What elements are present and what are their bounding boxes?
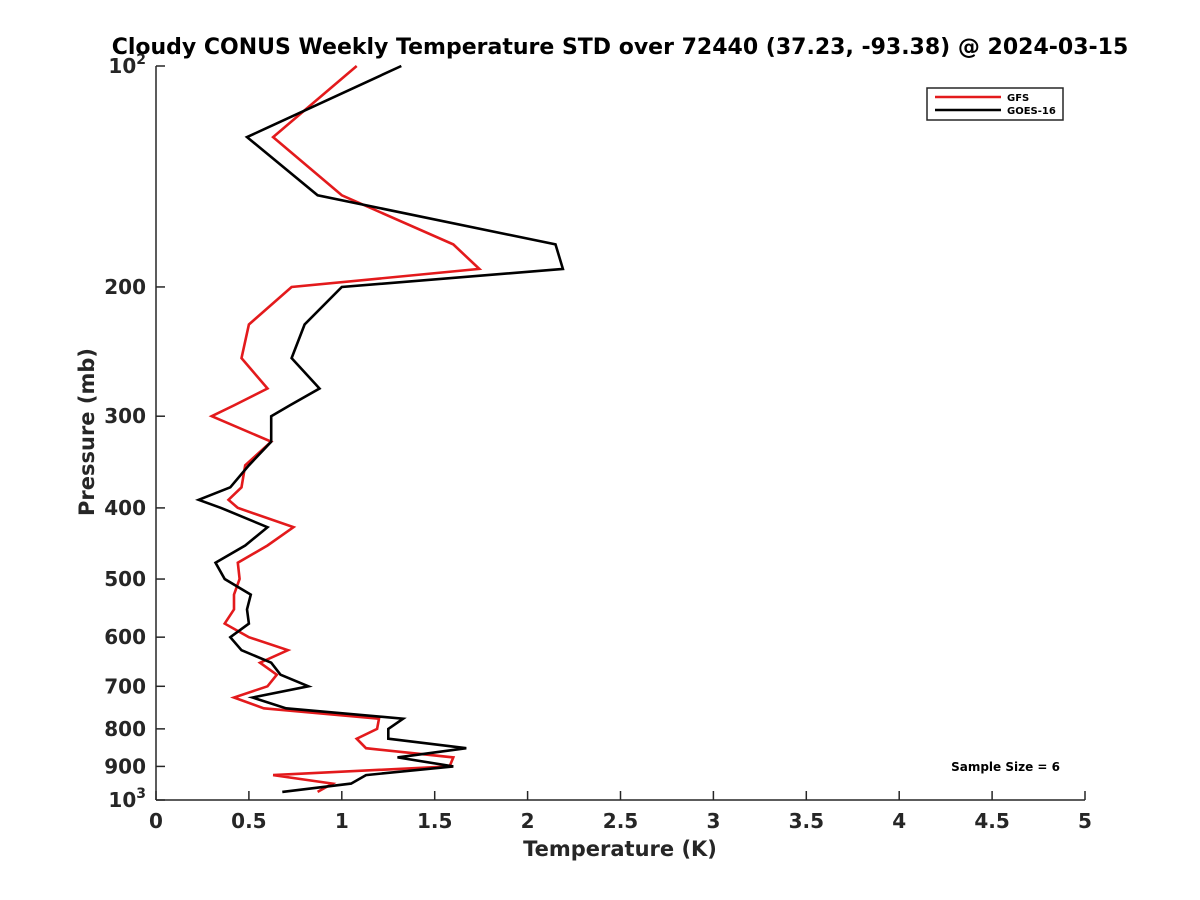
y-tick-base: 600 bbox=[104, 625, 146, 649]
y-axis-title: Pressure (mb) bbox=[75, 348, 99, 516]
series-line-goes-16 bbox=[195, 64, 565, 794]
y-tick-base: 10 bbox=[108, 788, 136, 812]
x-tick-label: 2.5 bbox=[603, 809, 638, 833]
legend-label-gfs: GFS bbox=[1007, 93, 1029, 104]
y-tick-base: 900 bbox=[104, 754, 146, 778]
x-tick-label: 2 bbox=[521, 809, 535, 833]
legend-box bbox=[926, 87, 1064, 121]
x-tick-label: 1.5 bbox=[417, 809, 452, 833]
y-tick-base: 500 bbox=[104, 567, 146, 591]
x-tick-label: 5 bbox=[1078, 809, 1092, 833]
x-axis-title: Temperature (K) bbox=[523, 837, 717, 861]
x-tick-label: 4 bbox=[892, 809, 906, 833]
y-tick-label: 700 bbox=[104, 674, 146, 698]
y-tick-label: 200 bbox=[104, 275, 146, 299]
plot-area: 0 0.5 1 1.5 2 2.5 3 3.5 4 4.5 51022003004005006007… bbox=[104, 52, 1092, 833]
y-tick-label: 600 bbox=[104, 625, 146, 649]
sample-size-annotation: Sample Size = 6 bbox=[951, 760, 1060, 774]
series-line-gfs bbox=[208, 65, 483, 794]
x-tick-label: 4.5 bbox=[974, 809, 1009, 833]
legend-label-goes-16: GOES-16 bbox=[1007, 106, 1056, 117]
y-tick-label: 400 bbox=[104, 496, 146, 520]
x-tick-label: 3 bbox=[706, 809, 720, 833]
y-tick-label: 500 bbox=[104, 567, 146, 591]
y-tick-base: 300 bbox=[104, 404, 146, 428]
y-tick-base: 800 bbox=[104, 717, 146, 741]
y-tick-label: 900 bbox=[104, 754, 146, 778]
x-tick-label: 0 bbox=[149, 809, 163, 833]
chart-title: Cloudy CONUS Weekly Temperature STD over… bbox=[112, 35, 1129, 60]
y-tick-exponent: 3 bbox=[136, 786, 146, 802]
x-tick-label: 3.5 bbox=[789, 809, 824, 833]
x-tick-label: 0.5 bbox=[231, 809, 266, 833]
y-tick-label: 800 bbox=[104, 717, 146, 741]
y-tick-label: 103 bbox=[108, 786, 146, 812]
y-tick-label: 102 bbox=[108, 52, 146, 78]
y-tick-exponent: 2 bbox=[136, 52, 146, 68]
legend: GFS GOES-16 bbox=[926, 87, 1064, 121]
x-tick-label: 1 bbox=[335, 809, 349, 833]
y-tick-base: 700 bbox=[104, 674, 146, 698]
y-tick-base: 200 bbox=[104, 275, 146, 299]
y-tick-base: 10 bbox=[108, 54, 136, 78]
y-tick-label: 300 bbox=[104, 404, 146, 428]
y-tick-base: 400 bbox=[104, 496, 146, 520]
